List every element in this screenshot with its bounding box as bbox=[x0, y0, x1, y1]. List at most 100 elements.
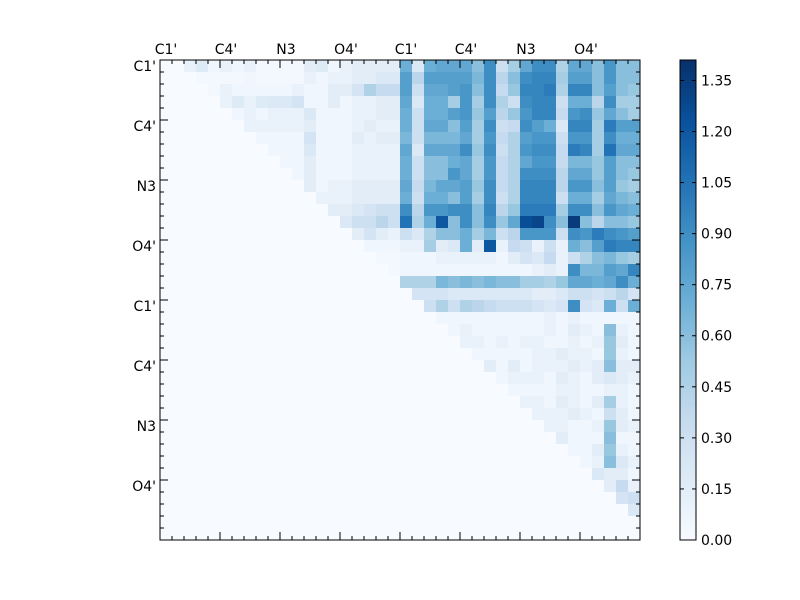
heatmap-cell bbox=[196, 468, 209, 481]
heatmap-cell bbox=[628, 312, 641, 325]
heatmap-cell bbox=[520, 252, 533, 265]
heatmap-cell bbox=[496, 132, 509, 145]
heatmap-cell bbox=[244, 408, 257, 421]
heatmap-cell bbox=[460, 516, 473, 529]
heatmap-cell bbox=[256, 348, 269, 361]
heatmap-cell bbox=[472, 240, 485, 253]
heatmap-cell bbox=[244, 228, 257, 241]
heatmap-cell bbox=[388, 504, 401, 517]
heatmap-cell bbox=[172, 216, 185, 229]
heatmap-cell bbox=[352, 396, 365, 409]
heatmap-cell bbox=[400, 528, 413, 541]
heatmap-cell bbox=[628, 504, 641, 517]
heatmap-cell bbox=[448, 360, 461, 373]
heatmap-cell bbox=[580, 132, 593, 145]
heatmap-cell bbox=[196, 312, 209, 325]
heatmap-cell bbox=[208, 120, 221, 133]
heatmap-cell bbox=[256, 504, 269, 517]
heatmap-cell bbox=[592, 516, 605, 529]
heatmap-cell bbox=[340, 396, 353, 409]
heatmap-cell bbox=[196, 408, 209, 421]
heatmap-cell bbox=[448, 408, 461, 421]
heatmap-cell bbox=[424, 168, 437, 181]
heatmap-cell bbox=[220, 132, 233, 145]
heatmap-cell bbox=[340, 528, 353, 541]
heatmap-cell bbox=[436, 504, 449, 517]
heatmap-cell bbox=[208, 108, 221, 121]
heatmap-cell bbox=[520, 444, 533, 457]
heatmap-cell bbox=[628, 72, 641, 85]
heatmap-cell bbox=[580, 204, 593, 217]
heatmap-cell bbox=[472, 504, 485, 517]
heatmap-cell bbox=[460, 216, 473, 229]
heatmap-cell bbox=[448, 324, 461, 337]
heatmap-cell bbox=[424, 360, 437, 373]
heatmap-cell bbox=[172, 156, 185, 169]
heatmap-cell bbox=[316, 216, 329, 229]
heatmap-cell bbox=[184, 288, 197, 301]
heatmap-cell bbox=[172, 204, 185, 217]
heatmap-cell bbox=[472, 444, 485, 457]
heatmap-cell bbox=[544, 408, 557, 421]
heatmap-cell bbox=[220, 96, 233, 109]
heatmap-cell bbox=[412, 408, 425, 421]
heatmap-cell bbox=[556, 528, 569, 541]
heatmap-cell bbox=[520, 336, 533, 349]
heatmap-cell bbox=[616, 252, 629, 265]
heatmap-cell bbox=[532, 456, 545, 469]
heatmap-cell bbox=[160, 480, 173, 493]
heatmap-cell bbox=[208, 300, 221, 313]
colorbar-tick-label: 0.75 bbox=[701, 278, 732, 294]
heatmap-cell bbox=[520, 384, 533, 397]
heatmap-cell bbox=[352, 144, 365, 157]
heatmap-cell bbox=[196, 420, 209, 433]
heatmap-cell bbox=[304, 132, 317, 145]
heatmap-cell bbox=[208, 396, 221, 409]
heatmap-cell bbox=[436, 120, 449, 133]
heatmap-cell bbox=[364, 396, 377, 409]
heatmap-cell bbox=[412, 264, 425, 277]
heatmap-cell bbox=[280, 252, 293, 265]
heatmap-cell bbox=[256, 324, 269, 337]
heatmap-cell bbox=[412, 240, 425, 253]
heatmap-cell bbox=[172, 144, 185, 157]
heatmap-cell bbox=[280, 408, 293, 421]
heatmap-cell bbox=[472, 84, 485, 97]
heatmap-cell bbox=[460, 396, 473, 409]
heatmap-cell bbox=[400, 240, 413, 253]
heatmap-cell bbox=[448, 228, 461, 241]
heatmap-cell bbox=[280, 396, 293, 409]
heatmap-cell bbox=[376, 492, 389, 505]
heatmap-cell bbox=[316, 108, 329, 121]
heatmap-cell bbox=[340, 480, 353, 493]
heatmap-cell bbox=[604, 480, 617, 493]
heatmap-cell bbox=[436, 144, 449, 157]
heatmap-cell bbox=[328, 468, 341, 481]
heatmap-cell bbox=[472, 288, 485, 301]
heatmap-cell bbox=[304, 396, 317, 409]
heatmap-cell bbox=[256, 468, 269, 481]
heatmap-cell bbox=[592, 360, 605, 373]
heatmap-cell bbox=[592, 444, 605, 457]
heatmap-cell bbox=[448, 132, 461, 145]
heatmap-cell bbox=[376, 228, 389, 241]
heatmap-cell bbox=[256, 456, 269, 469]
heatmap-cell bbox=[592, 144, 605, 157]
heatmap-cell bbox=[520, 312, 533, 325]
heatmap-cell bbox=[424, 492, 437, 505]
heatmap-cell bbox=[340, 372, 353, 385]
heatmap-cell bbox=[316, 456, 329, 469]
heatmap-cell bbox=[592, 384, 605, 397]
heatmap-cell bbox=[412, 444, 425, 457]
heatmap-cell bbox=[232, 60, 245, 73]
heatmap-cell bbox=[256, 168, 269, 181]
heatmap-cell bbox=[292, 144, 305, 157]
heatmap-cell bbox=[352, 444, 365, 457]
heatmap-cell bbox=[184, 252, 197, 265]
heatmap-cell bbox=[424, 144, 437, 157]
heatmap-cell bbox=[616, 72, 629, 85]
heatmap-cell bbox=[280, 384, 293, 397]
heatmap-cell bbox=[544, 132, 557, 145]
heatmap-cell bbox=[364, 336, 377, 349]
heatmap-cell bbox=[364, 228, 377, 241]
